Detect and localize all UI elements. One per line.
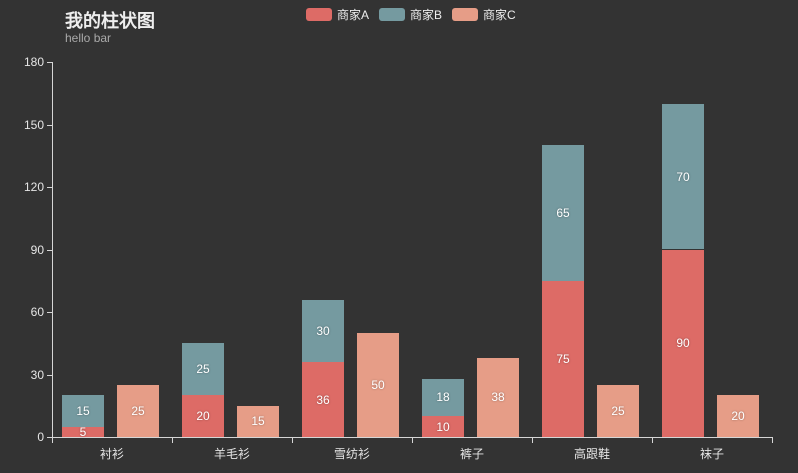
bar-segment[interactable]: 15 bbox=[62, 395, 104, 427]
bar-value-label: 10 bbox=[436, 419, 450, 434]
x-axis-tick bbox=[412, 438, 413, 443]
x-axis-line bbox=[52, 437, 773, 438]
x-axis-tick bbox=[172, 438, 173, 443]
legend-label: 商家B bbox=[410, 8, 443, 22]
bar-segment[interactable]: 30 bbox=[302, 299, 344, 362]
y-axis-tick bbox=[47, 249, 52, 251]
bar-value-label: 20 bbox=[731, 409, 745, 424]
bar-value-label: 25 bbox=[131, 403, 145, 418]
chart-title: 我的柱状图 bbox=[65, 11, 155, 31]
bar-segment[interactable]: 18 bbox=[422, 378, 464, 417]
bar-value-label: 30 bbox=[316, 323, 330, 338]
y-axis-tick-label: 150 bbox=[23, 117, 44, 132]
bar-value-label: 18 bbox=[436, 390, 450, 405]
x-axis-tick bbox=[292, 438, 293, 443]
legend-swatch-icon bbox=[452, 8, 479, 21]
legend-swatch-icon bbox=[379, 8, 406, 21]
bar-value-label: 25 bbox=[196, 362, 210, 377]
y-axis-tick bbox=[47, 312, 52, 313]
bar-value-label: 38 bbox=[491, 390, 505, 405]
y-axis-tick bbox=[47, 62, 52, 63]
bar-segment[interactable]: 75 bbox=[542, 280, 584, 437]
x-axis-category-label: 雪纺衫 bbox=[333, 447, 370, 461]
bar-value-label: 75 bbox=[556, 351, 570, 366]
bar-segment[interactable]: 25 bbox=[597, 384, 639, 437]
y-axis-tick-label: 30 bbox=[30, 367, 44, 382]
y-axis-tick bbox=[47, 437, 52, 438]
legend-label: 商家A bbox=[337, 8, 370, 22]
bar-value-label: 90 bbox=[676, 336, 690, 351]
bar-segment[interactable]: 25 bbox=[117, 384, 159, 437]
bar-segment[interactable]: 10 bbox=[422, 416, 464, 437]
bar-value-label: 50 bbox=[371, 377, 385, 392]
x-axis-category-label: 高跟鞋 bbox=[573, 447, 610, 461]
y-axis-tick bbox=[47, 124, 52, 126]
bar-value-label: 36 bbox=[316, 392, 330, 407]
y-axis-tick-label: 120 bbox=[23, 180, 44, 194]
bar-segment[interactable]: 15 bbox=[237, 405, 279, 437]
legend-item-vendor-b[interactable]: 商家B bbox=[379, 6, 442, 23]
y-axis-tick bbox=[47, 187, 52, 188]
bar-value-label: 20 bbox=[196, 409, 210, 424]
chart-subtitle: hello bar bbox=[65, 31, 112, 45]
x-axis-category-label: 衬衫 bbox=[99, 447, 124, 461]
bar-segment[interactable]: 70 bbox=[662, 103, 704, 250]
legend-item-vendor-c[interactable]: 商家C bbox=[452, 6, 516, 23]
bar-segment[interactable]: 50 bbox=[357, 332, 399, 437]
x-axis-tick bbox=[772, 438, 773, 443]
x-axis-tick bbox=[532, 438, 533, 443]
bar-value-label: 70 bbox=[676, 169, 690, 184]
legend: 商家A 商家B 商家C bbox=[306, 6, 516, 23]
bar-segment[interactable]: 65 bbox=[542, 145, 584, 281]
legend-item-vendor-a[interactable]: 商家A bbox=[306, 6, 369, 23]
x-axis-category-label: 裤子 bbox=[459, 447, 484, 461]
x-axis-tick bbox=[652, 438, 653, 443]
legend-swatch-icon bbox=[306, 8, 332, 21]
x-axis-category-label: 羊毛衫 bbox=[213, 447, 250, 461]
bar-segment[interactable]: 20 bbox=[182, 395, 224, 437]
y-axis-tick-label: 60 bbox=[30, 305, 44, 319]
x-axis-tick bbox=[52, 438, 53, 443]
y-axis-tick-label: 180 bbox=[23, 55, 44, 69]
y-axis-line bbox=[52, 62, 53, 438]
x-axis-category-label: 袜子 bbox=[699, 447, 724, 461]
bar-segment[interactable]: 36 bbox=[302, 362, 344, 437]
bar-value-label: 15 bbox=[76, 403, 90, 418]
bar-value-label: 15 bbox=[251, 414, 265, 429]
bar-value-label: 65 bbox=[556, 206, 570, 221]
bar-value-label: 25 bbox=[611, 403, 625, 418]
y-axis-tick-label: 0 bbox=[37, 430, 44, 444]
bar-segment[interactable]: 20 bbox=[717, 395, 759, 437]
bar-value-label: 5 bbox=[79, 424, 87, 439]
bar-segment[interactable]: 5 bbox=[62, 424, 104, 439]
y-axis-tick bbox=[47, 374, 52, 376]
bar-segment[interactable]: 25 bbox=[182, 343, 224, 396]
legend-label: 商家C bbox=[483, 8, 516, 22]
bar-segment[interactable]: 38 bbox=[477, 357, 519, 437]
bar-segment[interactable]: 90 bbox=[662, 249, 704, 437]
y-axis-tick-label: 90 bbox=[30, 242, 44, 257]
